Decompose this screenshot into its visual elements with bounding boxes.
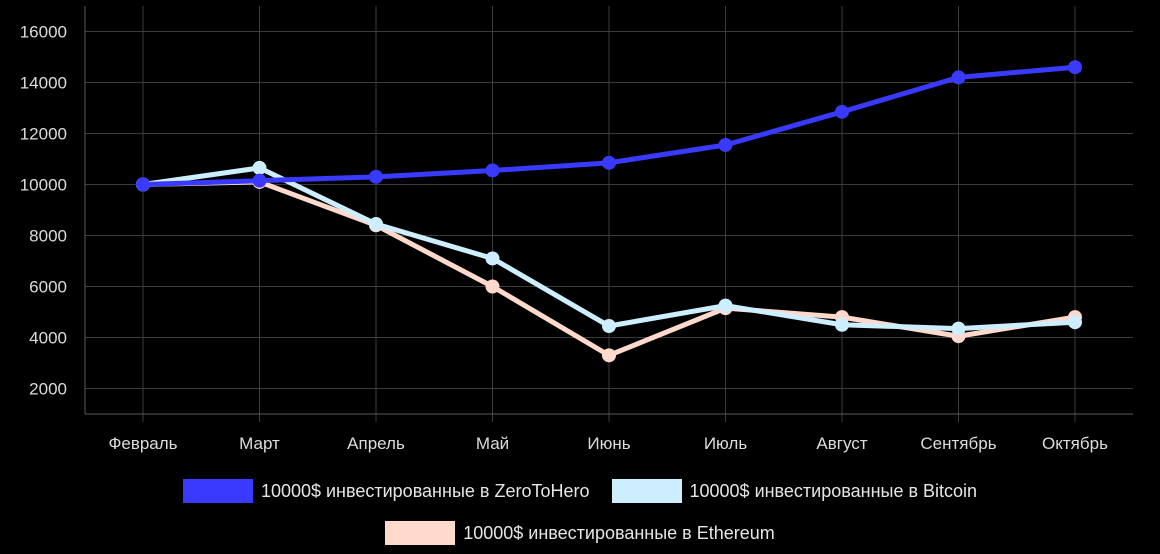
point-bitcoin-1 [252,160,267,175]
y-tick-label-6: 14000 [20,74,67,93]
point-zerotohero-5 [718,137,733,152]
legend-row-1: 10000$ инвестированные в ZeroToHero 1000… [0,470,1160,512]
x-tick-label-1: Март [239,434,280,453]
y-tick-label-7: 16000 [20,23,67,42]
point-zerotohero-2 [369,169,383,184]
point-zerotohero-7 [951,70,966,85]
y-tick-label-2: 6000 [29,278,67,297]
grid [84,6,1133,422]
x-tick-label-2: Апрель [347,434,405,453]
x-axis-ticks: Февраль Март Апрель Май Июнь Июль Август Сентяб… [108,434,1108,453]
point-zerotohero-0 [136,177,150,192]
point-ethereum-3 [485,279,500,294]
line-chart: 2000 4000 6000 8000 10000 12000 14000 16000 Фев… [20,6,1133,453]
y-tick-label-0: 2000 [29,380,67,399]
legend-swatch-zerotohero [182,479,253,503]
legend-item-ethereum[interactable]: 10000$ инвестированные в Ethereum [385,521,775,545]
legend-row-2: 10000$ инвестированные в Ethereum [0,512,1160,554]
point-zerotohero-8 [1068,60,1082,75]
point-ethereum-4 [602,348,616,363]
point-bitcoin-7 [951,321,966,336]
legend-label-ethereum: 10000$ инвестированные в Ethereum [463,522,775,543]
y-tick-label-4: 10000 [20,176,67,195]
x-tick-label-8: Октябрь [1042,434,1108,453]
x-tick-label-6: Август [816,434,867,453]
point-bitcoin-4 [602,319,616,334]
point-zerotohero-1 [252,173,267,188]
x-tick-label-3: Май [476,434,509,453]
x-tick-label-4: Июнь [587,434,630,453]
y-tick-label-1: 4000 [29,329,67,348]
legend-item-bitcoin[interactable]: 10000$ инвестированные в Bitcoin [611,479,978,503]
point-bitcoin-2 [369,217,383,232]
legend-label-bitcoin: 10000$ инвестированные в Bitcoin [689,480,978,501]
series-lines [136,60,1082,363]
x-tick-label-5: Июль [704,434,748,453]
point-bitcoin-3 [485,251,500,266]
legend: 10000$ инвестированные в ZeroToHero 1000… [0,470,1160,554]
x-tick-label-0: Февраль [108,434,177,453]
y-axis-ticks: 2000 4000 6000 8000 10000 12000 14000 16000 [20,23,67,399]
legend-label-zerotohero: 10000$ инвестированные в ZeroToHero [260,480,590,501]
point-bitcoin-8 [1068,315,1082,330]
point-zerotohero-6 [835,104,849,119]
legend-swatch-bitcoin [611,479,682,503]
y-tick-label-3: 8000 [29,227,67,246]
point-zerotohero-3 [485,163,500,178]
legend-item-zerotohero[interactable]: 10000$ инвестированные в ZeroToHero [182,479,590,503]
point-bitcoin-5 [718,298,733,313]
y-tick-label-5: 12000 [20,125,67,144]
x-tick-label-7: Сентябрь [920,434,996,453]
point-zerotohero-4 [602,155,616,170]
point-bitcoin-6 [835,317,849,332]
legend-swatch-ethereum [385,521,456,545]
